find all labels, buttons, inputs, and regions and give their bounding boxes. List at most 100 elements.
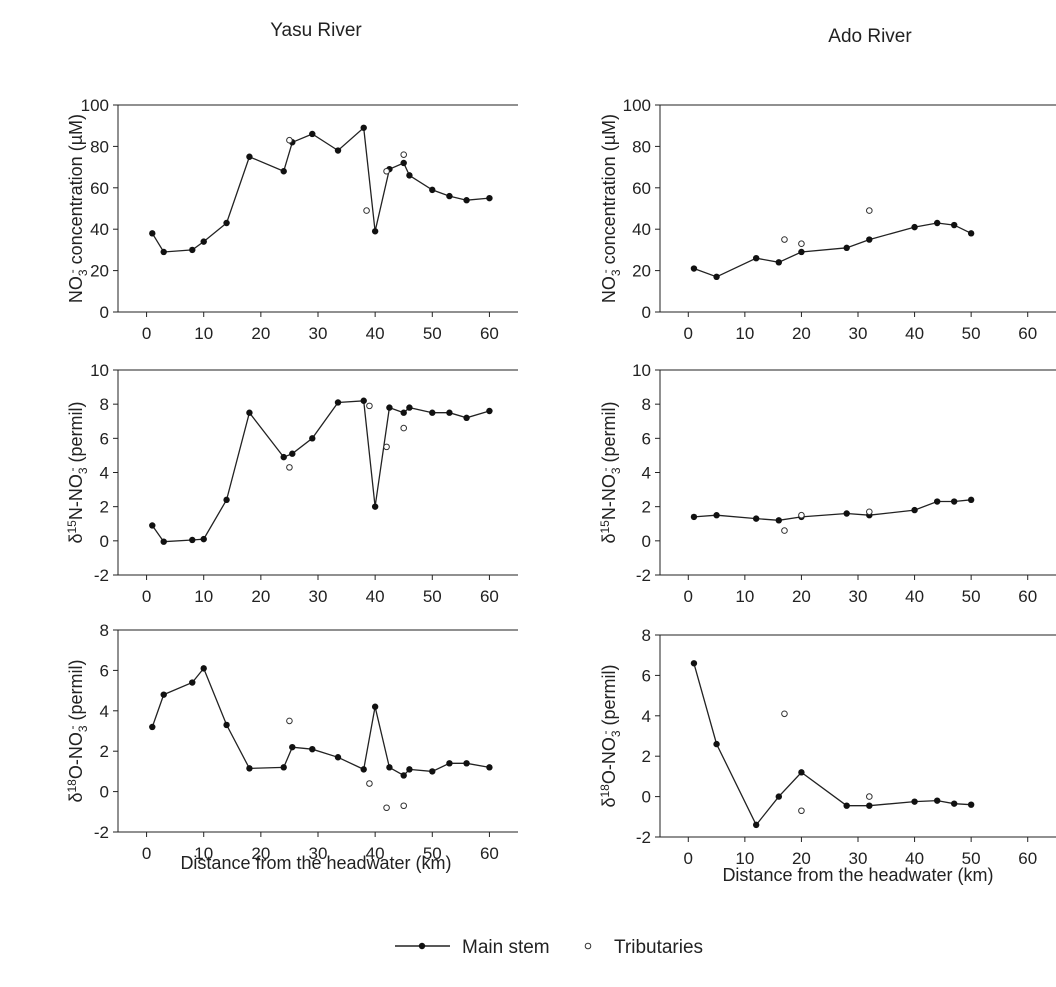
y-label-part: δ [599,534,619,544]
y-label-part: O-NO [66,732,86,779]
main-stem-point [246,153,253,160]
x-tick-label: 60 [1018,324,1037,343]
y-label-sup: - [65,467,79,471]
x-tick-label: 30 [849,587,868,606]
x-tick-label: 60 [1018,849,1037,868]
ado-river-title: Ado River [828,26,912,47]
main-stem-point [246,409,253,416]
y-label-sup: - [65,725,79,729]
y-label-sub: 3 [76,467,90,474]
main-stem-point [911,798,918,805]
y-tick-label: 8 [100,621,109,640]
y-tick-label: 4 [100,702,109,721]
main-stem-point [334,754,342,761]
main-stem-point [752,254,760,262]
tributary-point [383,167,390,175]
x-tick-label: 40 [905,849,924,868]
main-stem-point [360,397,367,404]
main-stem-line [151,667,490,777]
tributary-point [798,511,805,519]
x-tick-label: 0 [684,849,693,868]
tributary-point [798,807,805,815]
x-tick-label: 60 [480,324,499,343]
main-stem-point [289,450,296,457]
x-tick-label: 40 [366,324,385,343]
main-stem-point [280,168,287,175]
main-stem-point [843,510,850,517]
main-stem-point [446,192,453,200]
y-tick-label: 8 [100,395,109,414]
main-stem-point [309,745,316,753]
legend: Main stem Tributaries [395,937,703,958]
tributary-point [400,802,408,810]
tributary-point [366,780,373,787]
tributary-point [286,136,293,144]
y-tick-label: 10 [90,361,109,380]
y-label-sup: 15 [65,520,79,534]
main-stem-point [463,414,470,422]
tributary-point [286,464,293,471]
y-label-sup: 18 [65,779,79,793]
x-tick-label: 30 [309,587,328,606]
y-label-part: concentration (µM) [66,114,86,269]
main-stem-point [223,496,230,504]
tributary-point [363,207,370,214]
main-stem-point [386,404,393,411]
y-tick-label: 0 [642,303,651,322]
x-tick-label: 60 [480,844,499,863]
main-stem-point [160,691,167,698]
main-stem-point [486,764,493,771]
y-tick-label: 8 [642,626,651,645]
x-tick-label: 10 [735,324,754,343]
x-tick-label: 0 [684,587,693,606]
main-stem-point [200,238,207,245]
y-tick-label: -2 [94,823,109,842]
main-stem-point [309,130,316,138]
x-tick-label: 40 [905,324,924,343]
main-stem-point [967,230,975,237]
main-stem-point [200,535,207,543]
y-label-sup: - [598,467,612,471]
y-tick-label: 0 [642,788,651,807]
main-stem-point [149,522,156,529]
main-stem-point [463,197,470,204]
y-label-sub: 3 [609,269,623,276]
main-stem-point [223,219,230,227]
legend-main-stem-marker [418,942,426,950]
y-tick-label: -2 [636,566,651,585]
main-stem-point [911,506,918,514]
y-label-part: concentration (µM) [599,114,619,269]
y-label-sup: 18 [598,784,612,798]
x-tick-label: 10 [735,587,754,606]
main-stem-point [967,801,975,808]
y-tick-label: 4 [100,464,109,483]
main-stem-point [752,821,760,829]
y-label-sup: - [65,269,79,273]
y-label-part: (permil) [599,664,619,730]
ado-x-axis-title: Distance from the headwater (km) [722,865,993,885]
x-tick-label: 20 [792,587,811,606]
main-stem-point [775,517,782,524]
y-tick-label: 0 [100,783,109,802]
main-stem-point [280,453,287,461]
main-stem-point [798,769,805,776]
y-axis-title: δ18O-NO3- (permil) [598,664,623,807]
x-tick-label: 10 [194,324,213,343]
y-tick-label: 80 [90,137,109,156]
tributary-point [781,710,788,718]
tributary-point [798,240,805,247]
y-tick-label: 40 [90,220,109,239]
tributary-point [866,793,873,800]
main-stem-point [360,124,367,131]
main-stem-point [690,660,698,667]
y-axis-title: δ18O-NO3- (permil) [65,659,90,802]
main-stem-point [463,760,470,767]
main-stem-point [334,147,342,154]
y-axis-title: δ15N-NO3- (permil) [598,401,623,543]
x-tick-label: 30 [849,849,868,868]
x-tick-label: 0 [142,324,151,343]
main-stem-point [775,793,782,800]
x-tick-label: 10 [735,849,754,868]
y-tick-label: 8 [642,395,651,414]
